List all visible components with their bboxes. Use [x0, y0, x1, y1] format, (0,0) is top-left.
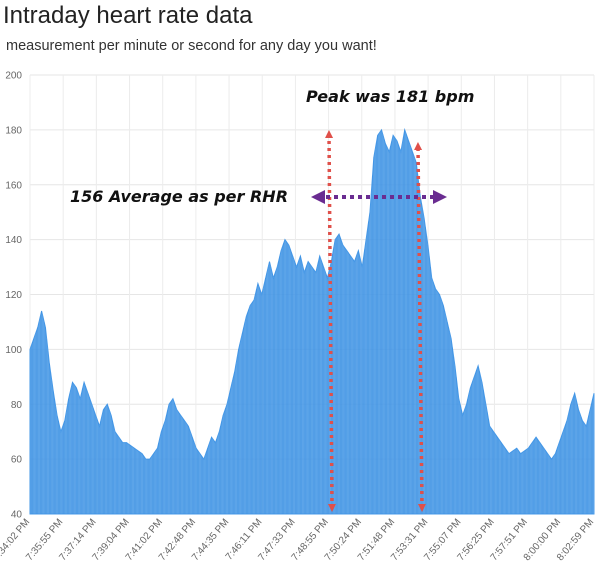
y-tick-label: 100	[5, 345, 22, 356]
peak-annotation: Peak was 181 bpm	[306, 87, 474, 106]
annotations: Peak was 181 bpm 156 Average as per RHR	[70, 87, 474, 512]
y-tick-label: 160	[5, 180, 22, 191]
y-tick-label: 180	[5, 125, 22, 136]
y-tick-label: 60	[11, 455, 23, 466]
y-axis: 40 60 80 100 120 140 160 180 200	[5, 71, 22, 521]
peak-arrow-right	[414, 142, 426, 512]
x-axis: 7:34:02 PM7:35:55 PM7:37:14 PM7:39:04 PM…	[0, 517, 596, 563]
y-tick-label: 200	[5, 71, 22, 82]
page-title: Intraday heart rate data	[3, 2, 253, 29]
average-annotation: 156 Average as per RHR	[70, 187, 288, 206]
y-tick-label: 40	[11, 510, 23, 521]
page-subtitle: measurement per minute or second for any…	[6, 38, 377, 54]
y-tick-label: 80	[11, 400, 23, 411]
y-tick-label: 140	[5, 235, 22, 246]
y-tick-label: 120	[5, 290, 22, 301]
